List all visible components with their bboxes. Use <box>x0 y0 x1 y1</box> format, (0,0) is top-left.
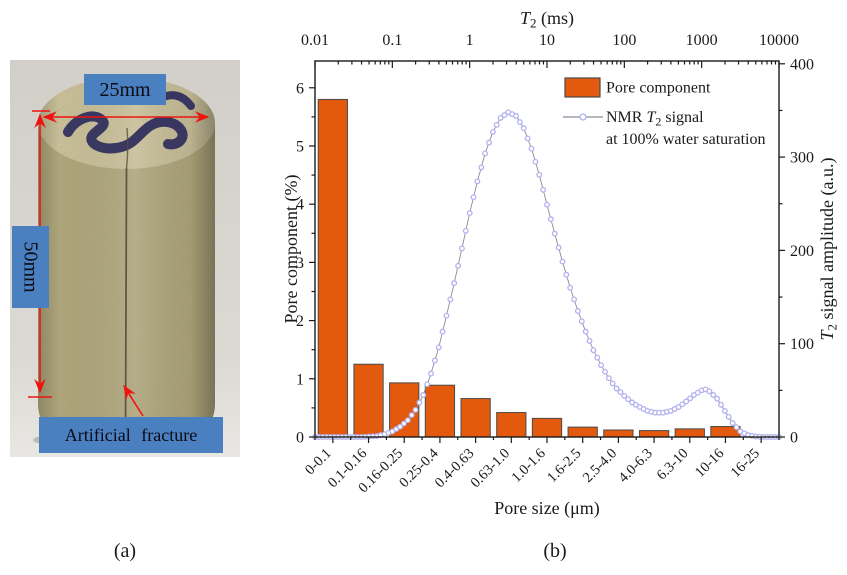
top-tick-label: 10 <box>539 32 555 49</box>
category-label: 0.63-1.0 <box>468 446 513 491</box>
artificial-fracture-label: Artificial fracture <box>39 417 223 453</box>
right-tick-label: 100 <box>790 336 814 353</box>
right-tick-label: 400 <box>790 56 814 73</box>
bars-group <box>317 98 777 438</box>
bar-0.63-1.0 <box>496 412 527 438</box>
category-label: 0-0.1 <box>302 446 335 479</box>
height-label-text: 50mm <box>19 241 42 293</box>
top-axis-title: T2 (ms) <box>520 8 574 31</box>
bar-1.0-1.6 <box>531 417 563 438</box>
category-label: 6.3-10 <box>654 446 692 484</box>
left-tick-label: 0 <box>296 430 304 447</box>
top-tick-label: 10000 <box>759 32 799 49</box>
core-sample-photo <box>10 60 240 457</box>
bar-0.1-0.16 <box>353 363 384 438</box>
nmr-pore-chart-panel: 0.01 0.1 1 10 100 1000 10000 0 1 2 3 4 5 6 0 100 200 300 4… <box>281 8 847 538</box>
category-label: 4.0-6.3 <box>616 446 656 486</box>
right-axis-title: T2 signal amplitude (a.u.) <box>817 158 840 341</box>
category-label: 1.0-1.6 <box>508 446 548 486</box>
category-label: 10-16 <box>692 446 727 481</box>
bar-0.4-0.63 <box>460 398 491 438</box>
legend-bar-swatch <box>564 77 601 98</box>
ticks-group <box>309 61 785 443</box>
diameter-label: 25mm <box>84 74 166 105</box>
caption-a: (a) <box>113 540 137 562</box>
category-label: 0.4-0.63 <box>432 446 477 491</box>
right-tick-label: 200 <box>790 243 814 260</box>
legend-label-nmr-signal: NMR T2 signal <box>606 109 704 129</box>
nmr-curve-group <box>312 109 782 440</box>
nmr-pore-chart: 0.01 0.1 1 10 100 1000 10000 0 1 2 3 4 5 6 0 100 200 300 4… <box>281 8 840 519</box>
top-tick-label: 1000 <box>686 32 718 49</box>
legend-marker-swatch <box>579 113 587 121</box>
category-label: 16-25 <box>728 446 763 481</box>
plot-frame <box>314 60 780 438</box>
category-label: 2.5-4.0 <box>580 446 620 486</box>
diameter-label-text: 25mm <box>99 78 151 101</box>
core-texture <box>38 77 215 439</box>
bar-2.5-4.0 <box>603 429 634 438</box>
left-tick-label: 5 <box>296 138 304 155</box>
legend-label-pore-component: Pore component <box>606 80 711 97</box>
bar-0.25-0.4 <box>424 384 456 438</box>
left-tick-label: 3 <box>296 255 304 272</box>
bar-6.3-10 <box>674 428 705 438</box>
left-tick-label: 1 <box>296 371 304 388</box>
bottom-axis-title: Pore size (μm) <box>494 498 600 519</box>
left-tick-label: 4 <box>296 197 304 214</box>
left-tick-label: 6 <box>296 80 304 97</box>
bar-0-0.1 <box>317 98 348 438</box>
bar-1.6-2.5 <box>567 426 598 438</box>
core-sample-photo-panel: 25mm 50mm Artificial fracture <box>10 60 240 457</box>
caption-b: (b) <box>543 540 567 562</box>
top-tick-label: 0.1 <box>382 32 402 49</box>
height-label: 50mm <box>12 226 49 308</box>
right-tick-label: 0 <box>790 430 798 447</box>
nmr-curve-line <box>315 111 779 438</box>
fracture-arrow <box>123 384 144 417</box>
top-tick-label: 100 <box>612 32 636 49</box>
top-tick-label: 1 <box>466 32 474 49</box>
right-tick-label: 300 <box>790 150 814 167</box>
legend: Pore component NMR T2 signal at 100% water… <box>563 77 766 148</box>
category-label: 1.6-2.5 <box>544 446 584 486</box>
bar-4.0-6.3 <box>638 430 670 438</box>
legend-label-nmr-signal-line2: at 100% water saturation <box>606 131 766 148</box>
left-tick-label: 2 <box>296 313 304 330</box>
top-tick-label: 0.01 <box>301 32 329 49</box>
left-axis-title: Pore component (%) <box>285 175 302 324</box>
artificial-fracture-label-text: Artificial fracture <box>64 425 198 445</box>
